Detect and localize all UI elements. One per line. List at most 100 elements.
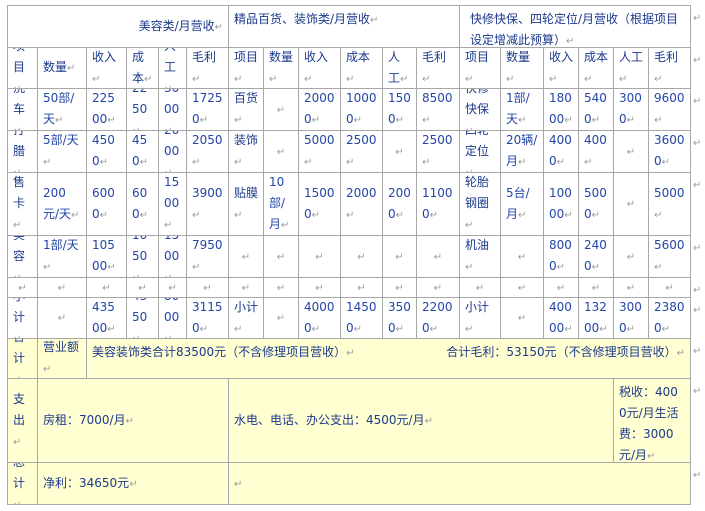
table-cell [264,278,299,298]
table-cell: 2000 [341,173,383,236]
table-cell: 450 [127,131,159,173]
column-header: 数量 [501,48,544,89]
header-repair: 快修快保、四轮定位/月营收（根据项目设定增减此预算） [460,6,691,48]
table-cell [614,278,649,298]
table-cell: 2500 [341,131,383,173]
table-cell: 百货 [229,89,264,131]
table-cell: 快修快保 [460,89,501,131]
table-cell: 50部/天 [38,89,87,131]
table-cell [127,278,159,298]
table-cell: 200元/天 [38,173,87,236]
table-cell [8,278,38,298]
paragraph-mark: ↵ [693,13,702,24]
subtotal-cell [264,298,299,339]
table-cell: 10000 [544,173,579,236]
table-cell: 4500 [87,131,127,173]
table-cell: 11000 [417,173,460,236]
table-cell [614,173,649,236]
header-goods: 精品百货、装饰类/月营收 [229,6,460,48]
column-header: 数量 [264,48,299,89]
table-cell [383,236,417,278]
paragraph-mark: ↵ [693,180,702,191]
column-header: 人工 [614,48,649,89]
table-cell [579,278,614,298]
table-cell: 美容 [8,236,38,278]
table-cell [187,278,229,298]
table-cell: 贴膜 [229,173,264,236]
paragraph-mark: ↵ [693,96,702,107]
gross-total: 合计毛利：53150元（不含修理项目营收） [446,342,685,364]
table-cell [417,236,460,278]
table-cell: 2400 [579,236,614,278]
table-cell [299,278,341,298]
subtotal-cell: 4350 [127,298,159,339]
column-header: 收入 [87,48,127,89]
table-cell: 5400 [579,89,614,131]
paragraph-mark: ↵ [693,55,702,66]
rent: 房租：7000/月 [38,379,229,463]
table-cell: 装饰 [229,131,264,173]
table-cell [614,131,649,173]
revenue-label: 营业额 [38,339,87,379]
table-cell: 2250 [127,89,159,131]
net-profit: 净利：34650元 [38,463,229,505]
table-cell: 四轮定位 [460,131,501,173]
table-cell: 洗车 [8,89,38,131]
table-cell: 600 [127,173,159,236]
table-cell: 17250 [187,89,229,131]
subtotal-cell: 43500 [87,298,127,339]
subtotal-cell: 3500 [383,298,417,339]
column-header: 人工 [383,48,417,89]
column-header: 项目 [229,48,264,89]
table-cell [383,278,417,298]
table-cell [460,278,501,298]
subtotal-cell: 14500 [341,298,383,339]
column-header: 项目 [8,48,38,89]
table-cell: 售卡 [8,173,38,236]
column-header: 人工 [159,48,187,89]
table-cell [87,278,127,298]
budget-table: 美容类/月营收 精品百货、装饰类/月营收 快修快保、四轮定位/月营收（根据项目设… [7,5,691,505]
paragraph-mark: ↵ [693,243,702,254]
table-cell: 2500 [417,131,460,173]
table-cell [501,236,544,278]
paragraph-mark: ↵ [693,285,702,296]
table-cell [341,236,383,278]
revenue-total: 合计毛利：53150元（不含修理项目营收）美容装饰类合计83500元（不含修理项… [87,339,691,379]
summary-label: 总计 [8,463,38,505]
table-cell: 10000 [341,89,383,131]
subtotal-cell: 小计 [8,298,38,339]
subtotal-cell: 小计 [229,298,264,339]
table-cell [383,131,417,173]
table-cell: 36000 [649,131,691,173]
table-cell: 5600 [649,236,691,278]
table-cell: 400 [579,131,614,173]
paragraph-mark: ↵ [693,470,702,481]
subtotal-cell: 31150 [187,298,229,339]
table-cell: 5部/天 [38,131,87,173]
subtotal-cell: 3000 [614,298,649,339]
table-cell: 2000 [159,131,187,173]
summary-note [229,463,691,505]
table-cell: 轮胎钢圈 [460,173,501,236]
column-header: 毛利 [649,48,691,89]
paragraph-mark: ↵ [693,386,702,397]
table-cell: 8500 [417,89,460,131]
table-cell: 5台/月 [501,173,544,236]
table-cell: 4000 [544,131,579,173]
table-cell [229,278,264,298]
subtotal-cell: 40000 [544,298,579,339]
table-cell: 3000 [159,89,187,131]
table-cell: 20000 [299,89,341,131]
table-cell: 3000 [614,89,649,131]
table-cell: 1500 [159,173,187,236]
table-cell [417,278,460,298]
table-cell: 5000 [299,131,341,173]
table-cell: 22500 [87,89,127,131]
table-cell [38,278,87,298]
table-cell: 10500 [87,236,127,278]
subtotal-cell: 23800 [649,298,691,339]
paragraph-mark: ↵ [693,346,702,357]
table-cell: 1500 [383,89,417,131]
table-cell [159,278,187,298]
